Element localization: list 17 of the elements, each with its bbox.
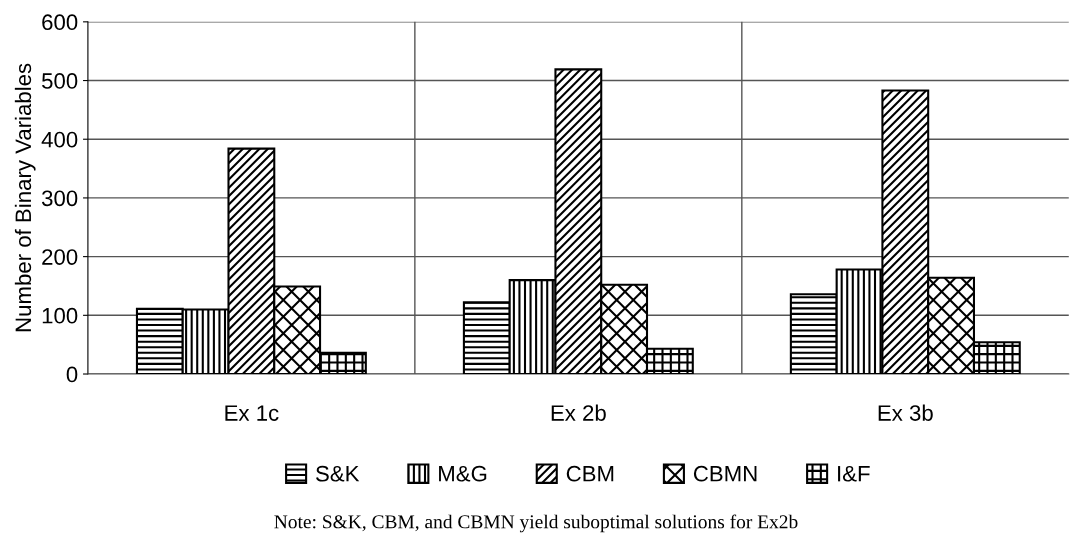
y-tick-label: 200 — [42, 249, 78, 265]
legend-label: I&F — [838, 465, 870, 482]
y-tick-label: 300 — [41, 190, 78, 207]
legend-label: S&K — [316, 465, 360, 482]
legend-label: CBMN — [693, 465, 757, 482]
x-tick-label: Ex 3b — [878, 404, 933, 421]
y-tick-label: 0 — [66, 366, 78, 383]
x-tick-label: Ex 2b — [551, 404, 606, 421]
y-tick-label: 500 — [42, 73, 78, 89]
legend-label: CBM — [566, 465, 614, 482]
y-tick-label: 600 — [42, 14, 78, 31]
y-axis-title: Number of Binary Variables — [14, 63, 36, 332]
text: Note: S&K, CBM, and CBMN yield suboptimal solutions for Ex2b — [274, 514, 798, 533]
y-tick-label: 100 — [42, 307, 78, 324]
legend-label: M&G — [439, 465, 487, 482]
x-tick-label: Ex 1c — [225, 405, 279, 421]
y-tick-label: 400 — [41, 131, 78, 148]
